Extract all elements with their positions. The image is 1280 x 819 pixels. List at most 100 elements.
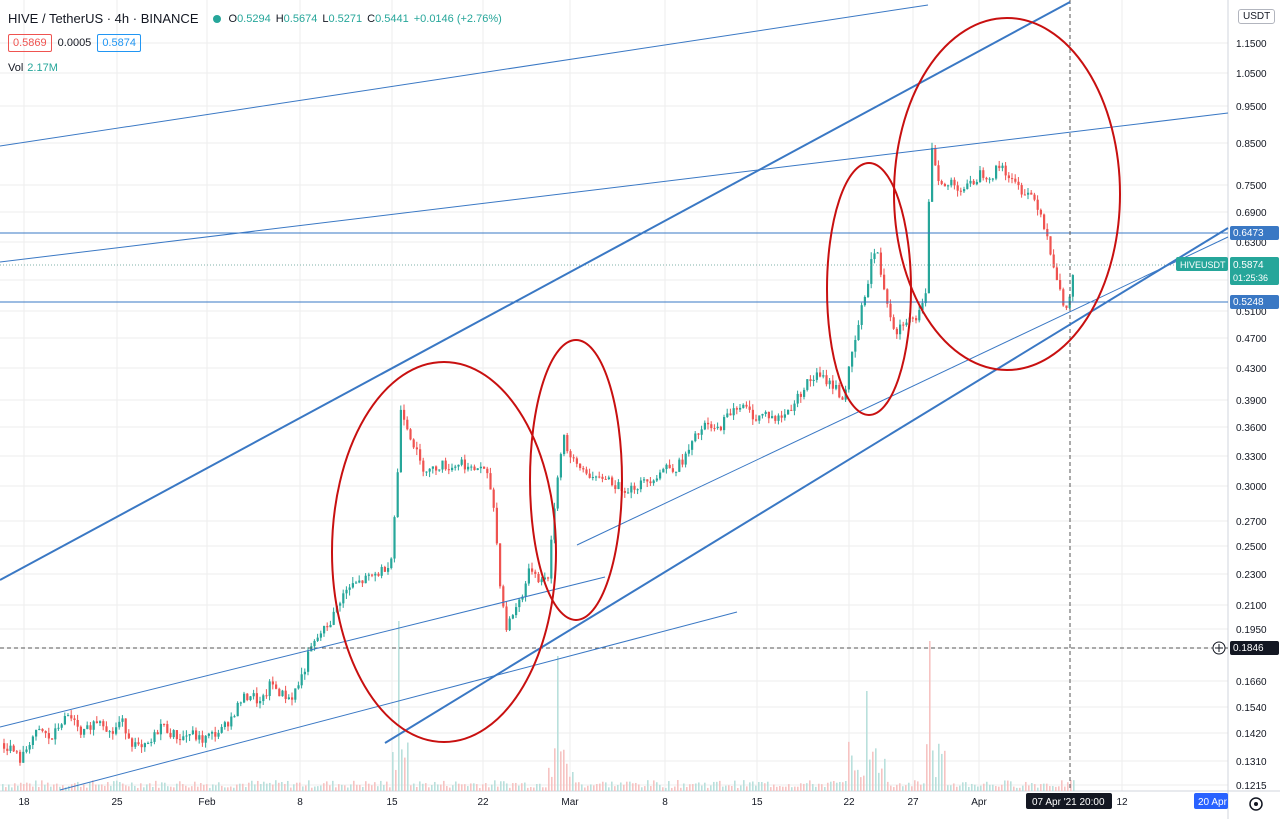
candle-body <box>687 449 690 454</box>
candle-body <box>454 466 457 468</box>
volume-bar <box>449 787 451 791</box>
candle-body <box>771 416 774 419</box>
volume-bar <box>578 782 580 791</box>
volume-bar <box>953 783 955 791</box>
candle-body <box>259 701 262 704</box>
volume-bar <box>392 752 394 791</box>
volume-bar <box>17 785 19 791</box>
candle-body <box>764 411 767 414</box>
candle-body <box>694 433 697 442</box>
candle-body <box>886 289 889 304</box>
volume-bar <box>944 750 946 791</box>
candle-body <box>659 472 662 479</box>
volume-bar <box>659 784 661 791</box>
candle-body <box>175 730 178 740</box>
candle-body <box>127 733 130 739</box>
volume-bar <box>644 786 646 791</box>
volume-bar <box>986 781 988 791</box>
ohlc-o: O0.5294 <box>228 12 271 25</box>
candle-body <box>47 733 50 739</box>
volume-bar <box>797 786 799 791</box>
candle-body <box>486 468 489 474</box>
sell-price-button[interactable]: 0.5869 <box>8 34 52 52</box>
buy-price-button[interactable]: 0.5874 <box>97 34 141 52</box>
y-tick-label: 0.3000 <box>1236 482 1267 493</box>
currency-button[interactable]: USDT <box>1238 9 1276 24</box>
volume-bar <box>14 783 16 791</box>
volume-bar <box>755 785 757 791</box>
candle-body <box>947 185 950 187</box>
candle-body <box>425 471 428 473</box>
candle-body <box>825 375 828 385</box>
volume-bar <box>212 784 214 791</box>
volume-bar <box>512 783 514 791</box>
x-tick-label: Mar <box>561 797 579 808</box>
volume-bar <box>344 785 346 791</box>
volume-bar <box>731 786 733 791</box>
volume-bar <box>917 781 919 791</box>
price-axis <box>1228 0 1280 819</box>
volume-bar <box>59 786 61 791</box>
volume-bar <box>1031 783 1033 791</box>
candle-body <box>95 721 98 724</box>
volume-bar <box>281 781 283 791</box>
volume-bar <box>470 783 472 791</box>
candle-body <box>803 389 806 397</box>
symbol-title[interactable]: HIVE / TetherUS · 4h · BINANCE <box>8 11 199 26</box>
candle-body <box>198 735 201 740</box>
volume-bar <box>668 781 670 791</box>
candle-body <box>502 586 505 607</box>
trend-line-main <box>384 227 1229 744</box>
volume-bar <box>329 785 331 791</box>
volume-bar <box>323 783 325 791</box>
candle-body <box>601 476 604 479</box>
volume-bar <box>491 784 493 791</box>
candle-body <box>579 463 582 469</box>
volume-bar <box>179 781 181 791</box>
volume-bar <box>533 787 535 791</box>
candle-body <box>831 380 834 389</box>
volume-bar <box>56 783 58 791</box>
volume-bar <box>551 776 553 791</box>
volume-bar <box>521 783 523 791</box>
volume-bar <box>581 784 583 791</box>
candle-body <box>604 478 607 480</box>
candle-body <box>675 471 678 473</box>
volume-bar <box>998 786 1000 791</box>
volume-bar <box>566 763 568 791</box>
candle-body <box>1049 236 1052 255</box>
candle-body <box>969 180 972 184</box>
candle-body <box>1043 214 1046 229</box>
volume-bar <box>116 780 118 791</box>
candle-body <box>748 406 751 410</box>
candle-body <box>9 745 12 751</box>
trend-line <box>59 611 738 791</box>
volume-bar <box>185 785 187 791</box>
candle-body <box>950 179 953 186</box>
candle-body <box>476 468 479 471</box>
candle-body <box>563 435 566 455</box>
y-tick-label: 0.7500 <box>1236 181 1267 192</box>
candle-body <box>745 404 748 407</box>
candle-body <box>294 688 297 700</box>
volume-bar <box>1025 781 1027 791</box>
candle-body <box>521 596 524 600</box>
volume-bar <box>317 786 319 791</box>
candle-body <box>147 742 150 744</box>
candle-body <box>15 751 18 753</box>
volume-bar <box>377 786 379 791</box>
y-tick-label: 0.1540 <box>1236 703 1267 714</box>
volume-bar <box>119 782 121 791</box>
candle-body <box>1020 185 1023 195</box>
volume-bar <box>437 784 439 791</box>
candle-body <box>118 721 121 728</box>
volume-bar <box>827 782 829 791</box>
candle-body <box>483 466 486 469</box>
candle-body <box>511 615 514 619</box>
volume-bar <box>134 785 136 791</box>
candle-body <box>361 580 364 584</box>
price-label-bg <box>1230 295 1279 309</box>
volume-bar <box>740 785 742 791</box>
volume-bar <box>107 782 109 791</box>
